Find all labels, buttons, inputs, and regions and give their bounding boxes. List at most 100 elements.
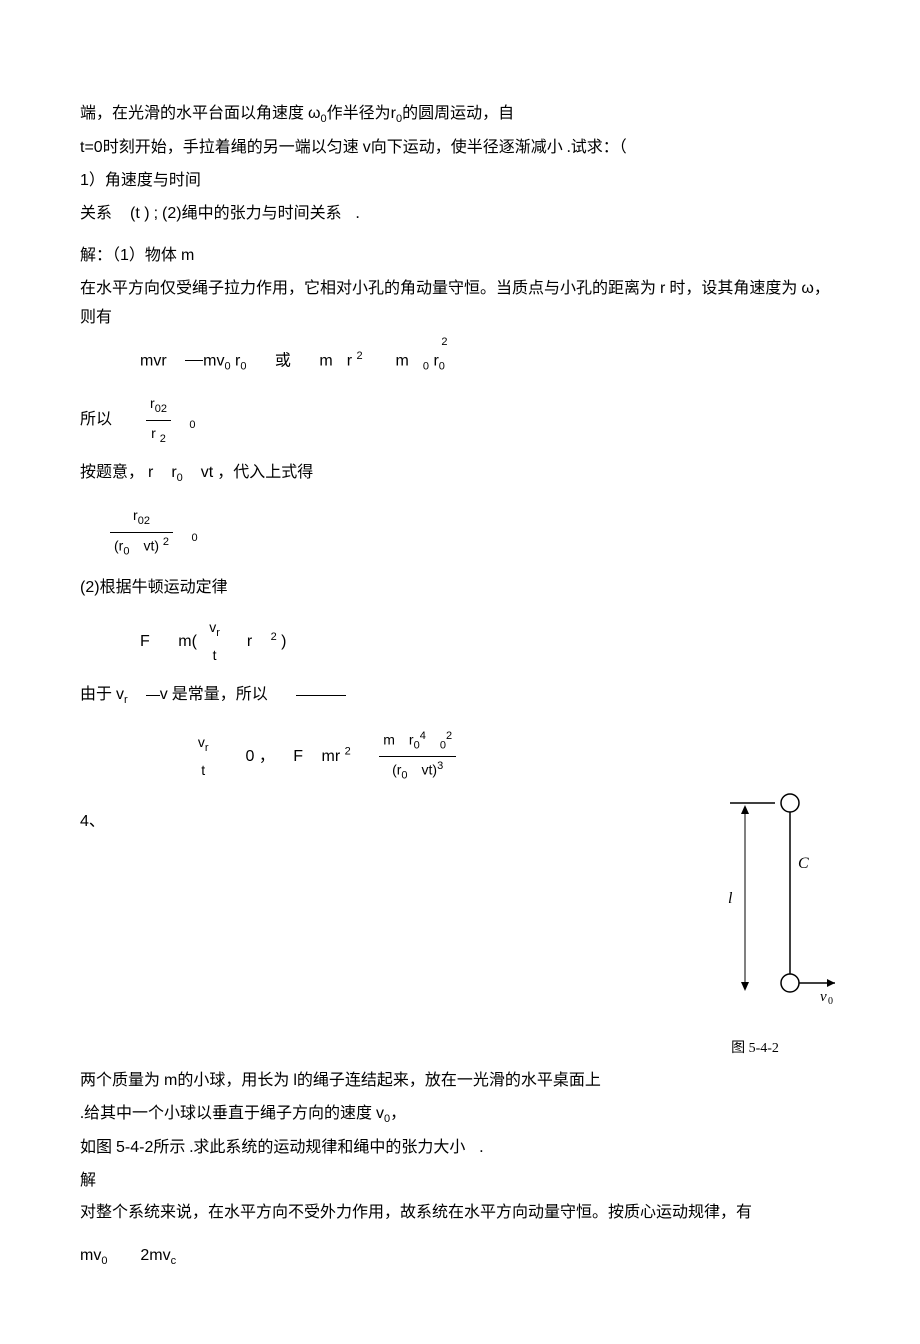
- formula-5: F m( vr t r 2 ): [140, 615, 840, 669]
- intro-line-4: 关系 (t ) ; (2)绳中的张力与时间关系.: [80, 200, 840, 229]
- figure-5-4-2: l C v 0 图 5-4-2: [670, 788, 840, 1061]
- text: 的绳子连结起来，放在一光滑的水平桌面上: [297, 1072, 601, 1089]
- t0: t=0: [80, 139, 103, 156]
- text: 时，设其角速度为: [669, 280, 797, 297]
- r: r: [347, 352, 352, 369]
- text: ）角速度与时间: [89, 172, 201, 189]
- den: (r0vt)3: [379, 757, 456, 786]
- label: 解: [80, 1172, 96, 1189]
- underline: [296, 695, 346, 696]
- comma: ，: [259, 748, 275, 765]
- text: 所示 .求此系统的运动规律和绳中的张力大小: [153, 1139, 465, 1156]
- intro-line-1: 端，在光滑的水平台面以角速度 ω0作半径为r0的圆周运动，自: [80, 100, 840, 130]
- sup2: 2: [357, 350, 363, 362]
- formula-4: r02 (r0vt) 2 0: [110, 503, 840, 562]
- den: r 2: [146, 421, 171, 450]
- sub0-2: 0: [240, 360, 246, 372]
- mv0: mv: [80, 1247, 101, 1264]
- text: 绳中的张力与时间关系: [182, 205, 342, 222]
- den: t: [190, 758, 213, 783]
- formula-6: vr t 0 ， F mr 2 mr0402 (r0vt)3: [190, 727, 840, 787]
- intro-line-2: t=0时刻开始，手拉着绳的另一端以匀速 v向下运动，使半径逐渐减小 .试求：（: [80, 134, 840, 163]
- text: 如图: [80, 1139, 112, 1156]
- fraction-left: vr t: [190, 730, 213, 784]
- num: vr: [190, 730, 213, 759]
- num: r02: [146, 391, 171, 421]
- v-label: v: [820, 989, 827, 1005]
- fig-ref: 5-4-2: [116, 1139, 153, 1156]
- fraction-right: mr0402 (r0vt)3: [379, 727, 456, 787]
- m: m: [396, 352, 409, 369]
- 2mvc: 2mv: [140, 1247, 170, 1264]
- text: 对整个系统来说，在水平方向不受外力作用，故系统在水平方向动量守恒。按质心运动规律…: [80, 1204, 752, 1221]
- num: (2): [80, 579, 100, 596]
- formula-2: r02 r 2 0: [146, 411, 196, 428]
- vr: vr: [116, 686, 128, 703]
- v0: v0: [376, 1105, 390, 1122]
- omega0: ω0: [308, 105, 327, 122]
- m: m(: [178, 633, 197, 650]
- den: t: [201, 643, 224, 668]
- solution-desc: 在水平方向仅受绳子拉力作用，它相对小孔的角动量守恒。当质点与小孔的距离为 r 时…: [80, 275, 840, 333]
- text: 解：（: [80, 247, 120, 264]
- den: (r0vt) 2: [110, 533, 173, 562]
- problem-4-line-1: 两个质量为 m的小球，用长为 l的绳子连结起来，放在一光滑的水平桌面上: [80, 1067, 840, 1096]
- r: r: [247, 633, 252, 650]
- sub0: 0: [101, 1255, 107, 1267]
- r: r: [660, 280, 665, 297]
- close: ): [281, 633, 286, 650]
- text: ）物体: [129, 247, 177, 264]
- or: 或: [275, 352, 291, 369]
- F: F: [140, 633, 150, 650]
- text: .给其中一个小球以垂直于绳子方向的速度: [80, 1105, 372, 1122]
- num: 4、: [80, 813, 105, 830]
- subc: c: [171, 1255, 177, 1267]
- l-label: l: [728, 890, 733, 907]
- text: 按题意，: [80, 464, 144, 481]
- text: 两个质量为: [80, 1072, 160, 1089]
- fraction: r02 (r0vt) 2: [110, 503, 173, 562]
- text: 的圆周运动，自: [402, 105, 514, 122]
- zero: 0: [245, 748, 254, 765]
- vt: vt: [201, 464, 213, 481]
- omega: ω: [801, 280, 814, 297]
- sub0: 0: [189, 420, 195, 432]
- sub0: 0: [224, 360, 230, 372]
- F: F: [293, 748, 303, 765]
- figure-caption: 图 5-4-2: [670, 1036, 840, 1061]
- fraction: r02 r 2: [146, 391, 171, 449]
- sup2: 2: [345, 745, 351, 757]
- formula-1: mvr mv0 r0 或 mr 2 m0 r0 2: [140, 347, 840, 377]
- period: .: [479, 1139, 483, 1156]
- v: v: [160, 686, 168, 703]
- v: v: [363, 139, 371, 156]
- text: 向下运动，使半径逐渐减小 .试求：（: [371, 139, 627, 156]
- text: 由于: [80, 686, 112, 703]
- intro-line-3: 1）角速度与时间: [80, 167, 840, 196]
- mr2: mr: [322, 748, 341, 765]
- r0: r0: [171, 464, 182, 481]
- since-text: 由于 vr v 是常量，所以: [80, 681, 840, 711]
- text: 是常量，所以: [172, 686, 268, 703]
- text: 作半径为: [327, 105, 391, 122]
- rel-t: (t ): [130, 205, 150, 222]
- v-sub: 0: [828, 996, 833, 1007]
- problem-4-solution-label: 解: [80, 1167, 840, 1196]
- sub0: 0: [191, 532, 197, 544]
- solution-header: 解：（1）物体 m: [80, 242, 840, 271]
- text: 在水平方向仅受绳子拉力作用，它相对小孔的角动量守恒。当质点与小孔的距离为: [80, 280, 656, 297]
- problem-4-solution-text: 对整个系统来说，在水平方向不受外力作用，故系统在水平方向动量守恒。按质心运动规律…: [80, 1199, 840, 1228]
- problem-4-line-2: .给其中一个小球以垂直于绳子方向的速度 v0，: [80, 1100, 840, 1130]
- comma: ，: [390, 1105, 406, 1122]
- sub0-4: 0: [439, 360, 445, 372]
- mvr: mvr: [140, 352, 167, 369]
- m: m: [181, 247, 194, 264]
- document-body: 端，在光滑的水平台面以角速度 ω0作半径为r0的圆周运动，自 t=0时刻开始，手…: [80, 100, 840, 1272]
- so-label: 所以: [80, 411, 112, 428]
- text: 时刻开始，手拉着绳的另一端以匀速: [103, 139, 359, 156]
- num-1: 1: [80, 172, 89, 189]
- formula-3-text: 按题意， r r0 vt ，代入上式得: [80, 459, 840, 489]
- fraction: vr t: [201, 615, 224, 669]
- mv0: mv: [203, 352, 224, 369]
- r: r: [148, 464, 153, 481]
